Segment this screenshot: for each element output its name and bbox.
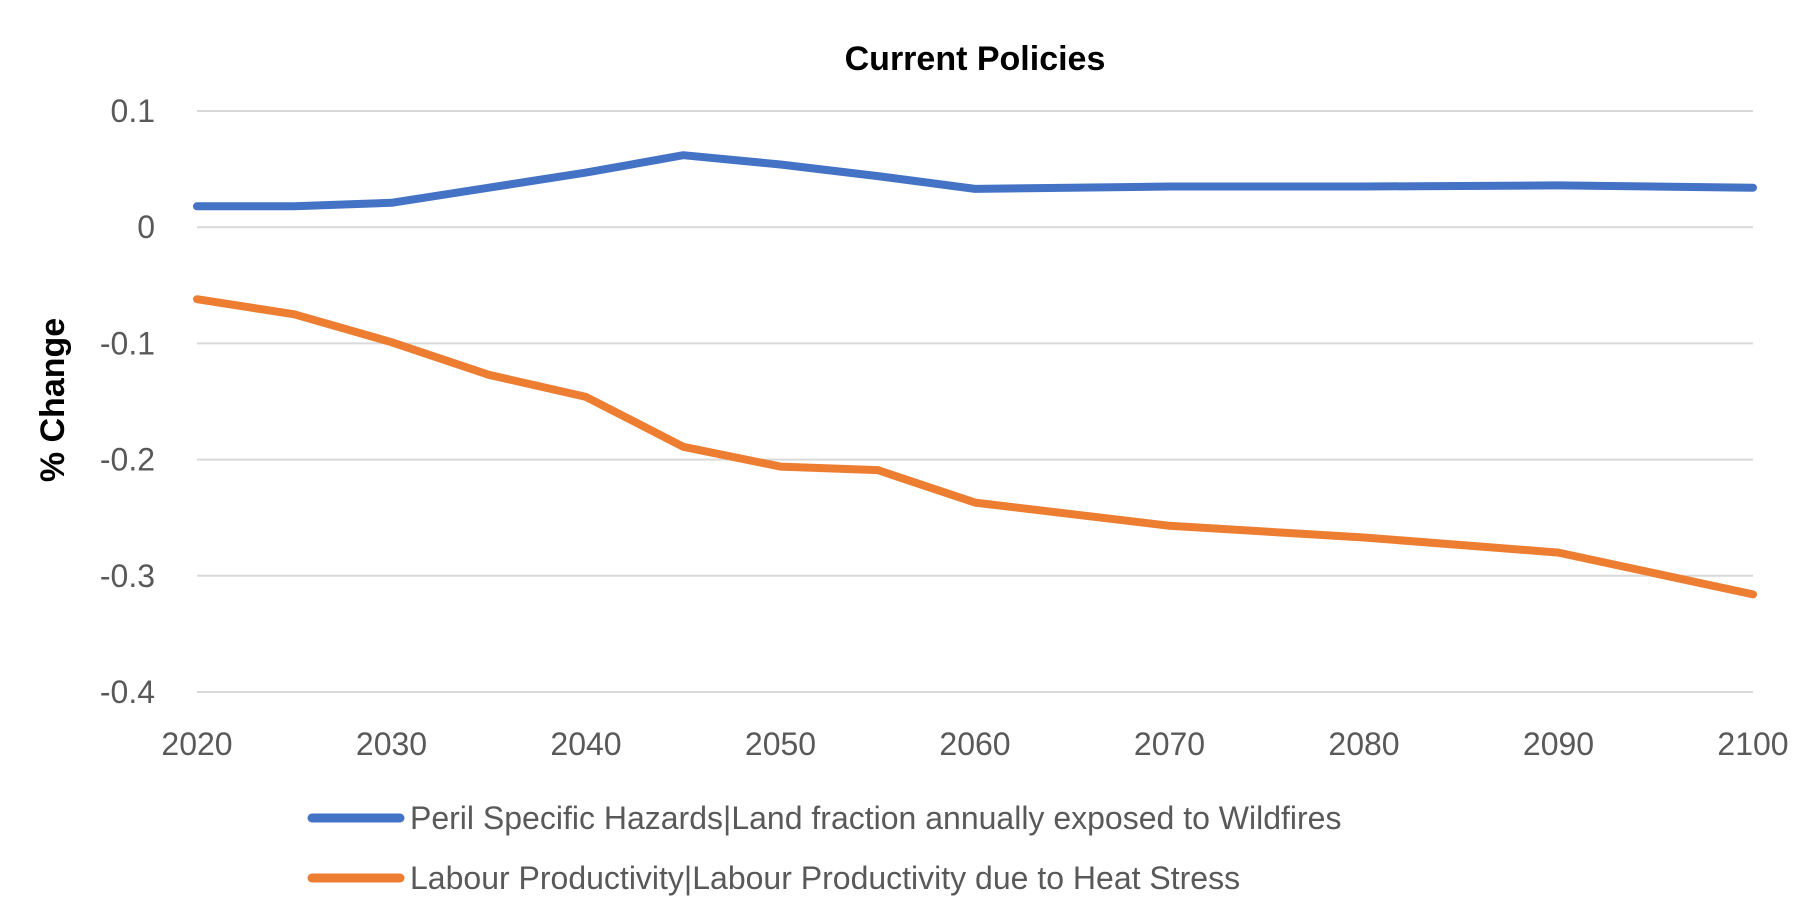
- series-line-1: [193, 295, 1757, 599]
- x-tick-label: 2070: [1134, 726, 1205, 762]
- y-tick-label: 0.1: [111, 93, 155, 129]
- x-tick-label: 2090: [1523, 726, 1594, 762]
- legend: Peril Specific Hazards|Land fraction ann…: [307, 800, 1341, 896]
- x-tick-labels: 2020 2030 2040 2050 2060 2070 2080 2090 2100: [161, 726, 1788, 762]
- y-tick-label: 0: [137, 209, 155, 245]
- y-tick-label: -0.3: [100, 558, 155, 594]
- x-tick-label: 2020: [161, 726, 232, 762]
- x-tick-label: 2050: [745, 726, 816, 762]
- y-tick-label: -0.1: [100, 325, 155, 361]
- x-tick-label: 2030: [356, 726, 427, 762]
- x-tick-label: 2100: [1717, 726, 1788, 762]
- chart-title: Current Policies: [845, 40, 1106, 78]
- series-line-0: [193, 151, 1757, 211]
- y-tick-label: -0.4: [100, 674, 155, 710]
- gridlines: [197, 110, 1753, 693]
- legend-label-1: Labour Productivity|Labour Productivity …: [410, 860, 1240, 896]
- x-tick-label: 2040: [550, 726, 621, 762]
- legend-label-0: Peril Specific Hazards|Land fraction ann…: [410, 800, 1341, 836]
- y-tick-labels: 0.1 0 -0.1 -0.2 -0.3 -0.4: [100, 93, 155, 710]
- y-axis-label: % Change: [34, 318, 72, 482]
- series-lines: [193, 151, 1757, 599]
- y-tick-label: -0.2: [100, 442, 155, 478]
- x-tick-label: 2080: [1328, 726, 1399, 762]
- x-tick-label: 2060: [939, 726, 1010, 762]
